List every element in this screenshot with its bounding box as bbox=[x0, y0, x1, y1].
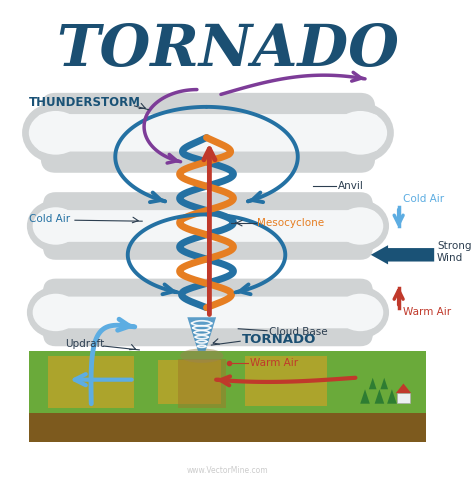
FancyBboxPatch shape bbox=[37, 114, 379, 152]
Ellipse shape bbox=[52, 196, 79, 214]
Ellipse shape bbox=[337, 294, 383, 331]
Ellipse shape bbox=[109, 196, 136, 214]
Ellipse shape bbox=[337, 149, 364, 166]
Text: www.VectorMine.com: www.VectorMine.com bbox=[187, 466, 268, 475]
Ellipse shape bbox=[52, 325, 79, 342]
Text: Warm Air: Warm Air bbox=[403, 308, 452, 318]
Ellipse shape bbox=[280, 325, 307, 342]
Polygon shape bbox=[29, 414, 427, 442]
Ellipse shape bbox=[29, 111, 82, 154]
Text: Strong
Wind: Strong Wind bbox=[437, 241, 472, 262]
Ellipse shape bbox=[180, 348, 223, 363]
Ellipse shape bbox=[109, 325, 136, 342]
Ellipse shape bbox=[109, 238, 136, 256]
Ellipse shape bbox=[166, 99, 193, 116]
Polygon shape bbox=[381, 378, 388, 390]
FancyBboxPatch shape bbox=[397, 393, 410, 402]
FancyBboxPatch shape bbox=[43, 278, 373, 346]
Ellipse shape bbox=[337, 99, 364, 116]
Polygon shape bbox=[48, 356, 135, 408]
Ellipse shape bbox=[52, 99, 79, 116]
Text: Cold Air: Cold Air bbox=[403, 194, 445, 204]
Ellipse shape bbox=[223, 238, 250, 256]
Ellipse shape bbox=[280, 282, 307, 300]
Polygon shape bbox=[187, 317, 216, 351]
Text: TORNADO: TORNADO bbox=[56, 22, 399, 78]
Text: Cloud Base: Cloud Base bbox=[269, 326, 328, 336]
Ellipse shape bbox=[223, 99, 250, 116]
Ellipse shape bbox=[337, 325, 364, 342]
FancyBboxPatch shape bbox=[41, 93, 375, 173]
Polygon shape bbox=[387, 390, 397, 404]
Polygon shape bbox=[178, 358, 226, 408]
Ellipse shape bbox=[27, 286, 84, 339]
Ellipse shape bbox=[166, 149, 193, 166]
Ellipse shape bbox=[109, 99, 136, 116]
Polygon shape bbox=[29, 351, 427, 414]
Ellipse shape bbox=[22, 102, 89, 163]
Ellipse shape bbox=[52, 149, 79, 166]
Ellipse shape bbox=[52, 282, 79, 300]
FancyBboxPatch shape bbox=[43, 192, 373, 260]
Ellipse shape bbox=[52, 238, 79, 256]
Ellipse shape bbox=[33, 294, 79, 331]
Text: Updraft: Updraft bbox=[65, 339, 105, 349]
Ellipse shape bbox=[337, 282, 364, 300]
Polygon shape bbox=[360, 390, 370, 404]
Ellipse shape bbox=[166, 238, 193, 256]
Ellipse shape bbox=[337, 196, 364, 214]
Text: THUNDERSTORM: THUNDERSTORM bbox=[29, 96, 141, 108]
Ellipse shape bbox=[166, 196, 193, 214]
Text: Mesocyclone: Mesocyclone bbox=[257, 218, 325, 228]
FancyArrow shape bbox=[371, 245, 434, 264]
Text: TORNADO: TORNADO bbox=[242, 333, 317, 346]
Ellipse shape bbox=[280, 238, 307, 256]
Text: Warm Air: Warm Air bbox=[250, 358, 298, 368]
Ellipse shape bbox=[331, 200, 389, 252]
Ellipse shape bbox=[109, 282, 136, 300]
Ellipse shape bbox=[327, 102, 394, 163]
Text: Anvil: Anvil bbox=[338, 180, 364, 190]
Ellipse shape bbox=[280, 196, 307, 214]
Polygon shape bbox=[245, 356, 327, 406]
Ellipse shape bbox=[223, 149, 250, 166]
Ellipse shape bbox=[333, 111, 387, 154]
Ellipse shape bbox=[280, 99, 307, 116]
Polygon shape bbox=[396, 384, 411, 393]
Ellipse shape bbox=[109, 149, 136, 166]
Ellipse shape bbox=[223, 196, 250, 214]
Polygon shape bbox=[158, 360, 221, 404]
FancyBboxPatch shape bbox=[40, 210, 376, 242]
Ellipse shape bbox=[27, 200, 84, 252]
FancyBboxPatch shape bbox=[40, 296, 376, 328]
Ellipse shape bbox=[166, 325, 193, 342]
Ellipse shape bbox=[223, 325, 250, 342]
Ellipse shape bbox=[166, 282, 193, 300]
Text: Cold Air: Cold Air bbox=[29, 214, 70, 224]
Ellipse shape bbox=[280, 149, 307, 166]
Ellipse shape bbox=[223, 282, 250, 300]
Ellipse shape bbox=[337, 208, 383, 244]
Polygon shape bbox=[374, 390, 384, 404]
Ellipse shape bbox=[337, 238, 364, 256]
Ellipse shape bbox=[331, 286, 389, 339]
Polygon shape bbox=[369, 378, 376, 390]
Ellipse shape bbox=[33, 208, 79, 244]
